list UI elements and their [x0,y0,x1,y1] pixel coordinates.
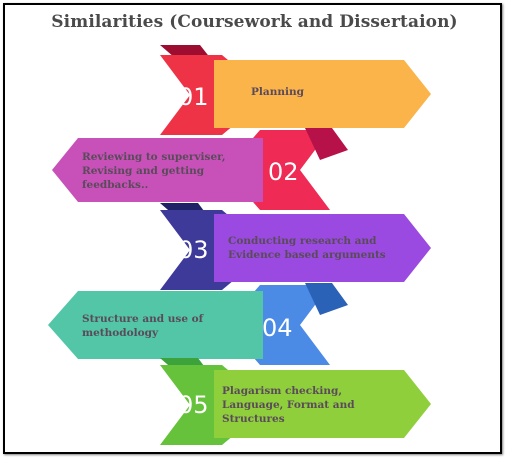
step-04-number: 04 [262,314,293,342]
step-04-label-line-1: Structure and use of [82,313,205,325]
step-05: 05 Plagarism checking, Language, Format … [160,358,431,445]
step-02-label-line-1: Reviewing to superviser, [82,151,226,163]
step-02: 02 Reviewing to superviser, Revising and… [52,128,348,210]
image-frame [3,3,502,454]
step-01: 01 Planning [160,45,431,135]
step-03-label-line-2: Evidence based arguments [228,249,386,261]
step-04: 04 Structure and use of methodology [48,283,348,365]
step-02-label-line-2: Revising and getting [82,165,205,177]
step-03: 03 Conducting research and Evidence base… [160,203,431,290]
diagram-title: Similarities (Coursework and Dissertaion… [51,12,458,32]
step-05-banner [214,370,431,438]
step-01-label-line-1: Planning [251,86,305,98]
step-01-banner [214,60,431,128]
step-01-number: 01 [178,83,209,111]
step-02-fold [305,128,348,160]
step-02-number: 02 [268,158,299,186]
step-03-label-line-1: Conducting research and [228,235,377,247]
step-03-number: 03 [178,236,209,264]
step-02-banner [52,138,263,202]
step-03-banner [214,214,431,282]
step-04-banner [48,291,263,359]
step-02-label-line-3: feedbacks.. [82,179,148,191]
step-04-label-line-2: methodology [82,327,159,339]
step-05-number: 05 [178,391,209,419]
step-05-label-line-2: Language, Format and [222,399,355,411]
step-04-fold [305,283,348,315]
step-05-label-line-1: Plagarism checking, [222,385,342,397]
step-05-label-line-3: Structures [222,413,285,425]
